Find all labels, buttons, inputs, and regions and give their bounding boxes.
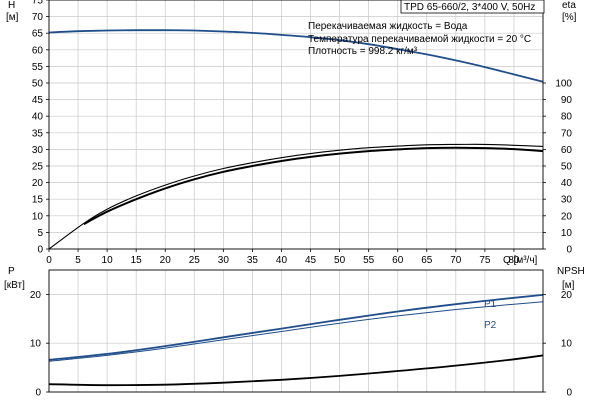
npsh-axis-title: NPSH xyxy=(557,266,585,277)
npsh-tick-label: 10 xyxy=(561,339,573,350)
annotation-liquid: Перекачиваемая жидкость = Вода xyxy=(308,21,468,32)
label-layer: 0 5 10 15 20 25 30 35 40 45 50 55 60 65 70 75 80 0 5 10 15 20… xyxy=(30,0,573,399)
p1-curve xyxy=(48,294,544,361)
head-tick-label: 65 xyxy=(32,29,44,40)
head-tick-label: 10 xyxy=(32,211,44,222)
x-tick-label: 70 xyxy=(450,255,462,266)
x-tick-label: 65 xyxy=(421,255,433,266)
eta-tick-label: 60 xyxy=(561,145,573,156)
head-tick-label: 55 xyxy=(32,62,44,73)
head-tick-label: 30 xyxy=(32,145,44,156)
annotation-density: Плотность = 998.2 кг/м³ xyxy=(308,46,418,57)
head-tick-label: 0 xyxy=(37,245,43,256)
npsh-tick-label: 0 xyxy=(566,388,572,399)
x-tick-label: 75 xyxy=(479,255,491,266)
power-tick-label: 20 xyxy=(30,290,42,301)
eta-axis-unit: [%] xyxy=(562,12,577,23)
eta-tick-label: 70 xyxy=(561,128,573,139)
head-tick-label: 40 xyxy=(32,112,44,123)
curve-layer xyxy=(48,29,544,387)
flow-axis-title: Q [м³/ч] xyxy=(503,255,538,266)
head-tick-label: 35 xyxy=(32,128,44,139)
head-tick-label: 60 xyxy=(32,45,44,56)
eta-tick-label: 0 xyxy=(566,245,572,256)
head-tick-label: 45 xyxy=(32,95,44,106)
x-tick-label: 30 xyxy=(218,255,230,266)
power-tick-label: 0 xyxy=(35,388,41,399)
head-tick-label: 70 xyxy=(32,12,44,23)
head-tick-label: 20 xyxy=(32,178,44,189)
x-tick-label: 60 xyxy=(392,255,404,266)
npsh-curve xyxy=(48,354,544,387)
head-tick-label: 15 xyxy=(32,195,44,206)
x-tick-label: 45 xyxy=(305,255,317,266)
frame-layer xyxy=(46,0,546,393)
x-tick-label: 55 xyxy=(363,255,375,266)
x-tick-label: 50 xyxy=(334,255,346,266)
eta-tick-label: 20 xyxy=(561,211,573,222)
x-tick-label: 80 xyxy=(508,255,520,266)
grid-layer xyxy=(48,0,543,393)
head-tick-label: 75 xyxy=(32,0,44,7)
x-tick-label: 10 xyxy=(102,255,114,266)
legend-p2: P2 xyxy=(484,320,497,331)
x-tick-label: 25 xyxy=(189,255,201,266)
x-tick-label: 15 xyxy=(131,255,143,266)
power-tick-label: 10 xyxy=(30,339,42,350)
x-tick-label: 5 xyxy=(75,255,81,266)
bottom-plot-frame xyxy=(48,269,544,393)
top-plot-frame xyxy=(48,0,544,250)
eta-tick-label: 100 xyxy=(555,79,572,90)
power-axis-title: P xyxy=(8,266,15,277)
eta-tick-label: 80 xyxy=(561,112,573,123)
efficiency-curve-lower xyxy=(83,146,544,225)
annotation-temperature: Температура перекачиваемой жидкости = 20… xyxy=(308,34,531,45)
head-tick-label: 5 xyxy=(37,228,43,239)
head-axis-title: H xyxy=(8,0,15,11)
chart-title: TPD 65-660/2, 3*400 V, 50Hz xyxy=(404,2,535,13)
p2-curve xyxy=(48,301,544,362)
x-tick-label: 0 xyxy=(46,255,52,266)
head-tick-label: 25 xyxy=(32,162,44,173)
x-tick-label: 20 xyxy=(160,255,172,266)
eta-tick-label: 10 xyxy=(561,228,573,239)
x-tick-label: 35 xyxy=(247,255,259,266)
eta-tick-label: 50 xyxy=(561,162,573,173)
power-axis-unit: [кВт] xyxy=(4,280,25,291)
eta-axis-title: eta xyxy=(562,0,576,11)
eta-tick-label: 30 xyxy=(561,195,573,206)
npsh-axis-unit: [м] xyxy=(562,280,575,291)
head-tick-label: 50 xyxy=(32,79,44,90)
head-curve xyxy=(48,29,544,83)
head-axis-unit: [м] xyxy=(6,12,19,23)
npsh-tick-label: 20 xyxy=(561,290,573,301)
title-box xyxy=(400,0,545,14)
legend-p1: P1 xyxy=(484,299,497,310)
eta-tick-label: 90 xyxy=(561,95,573,106)
eta-tick-label: 40 xyxy=(561,178,573,189)
efficiency-curve-upper xyxy=(48,143,544,250)
x-tick-label: 40 xyxy=(276,255,288,266)
